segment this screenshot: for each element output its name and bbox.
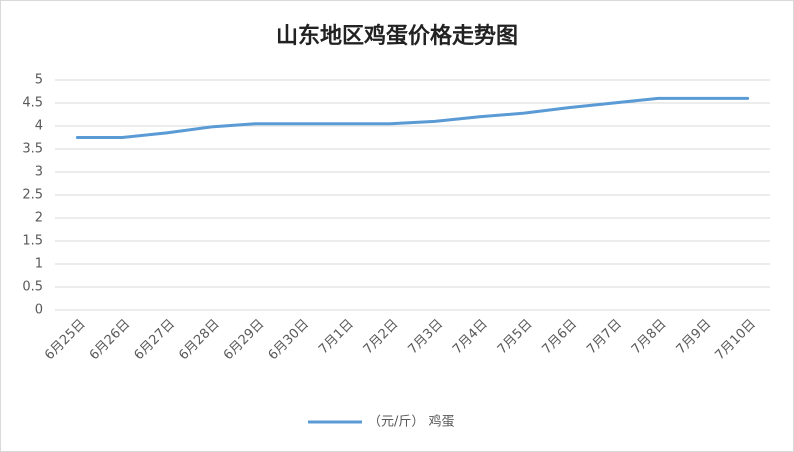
y-tick-label: 1 <box>35 257 43 272</box>
y-tick-label: 2.5 <box>22 188 43 203</box>
y-tick-label: 3 <box>35 165 43 180</box>
y-tick-label: 2 <box>35 211 43 226</box>
y-tick-label: 3.5 <box>22 142 43 157</box>
legend-label: （元/斤） 鸡蛋 <box>368 414 455 430</box>
y-tick-label: 0 <box>35 303 43 318</box>
y-tick-label: 0.5 <box>22 280 43 295</box>
chart-title: 山东地区鸡蛋价格走势图 <box>276 23 518 49</box>
y-tick-label: 4.5 <box>22 96 43 111</box>
data-line <box>75 96 750 139</box>
y-tick-label: 4 <box>35 119 43 134</box>
y-tick-label: 1.5 <box>22 234 43 249</box>
y-tick-label: 5 <box>35 73 43 88</box>
